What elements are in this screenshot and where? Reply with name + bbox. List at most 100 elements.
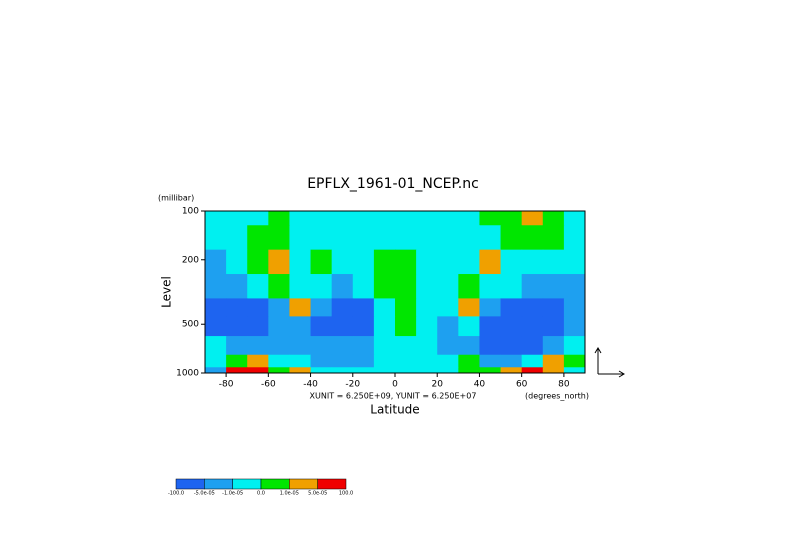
contour-cell <box>289 249 312 275</box>
contour-cell <box>289 298 312 317</box>
contour-cell <box>458 298 480 317</box>
contour-cell <box>268 354 290 368</box>
x-tick-label: 40 <box>474 380 486 390</box>
contour-cell <box>437 211 459 226</box>
contour-cell <box>458 354 480 368</box>
contour-cell <box>500 211 523 226</box>
contour-cell <box>500 336 523 356</box>
contour-cell <box>500 274 523 299</box>
contour-cell <box>542 336 565 356</box>
contour-cell <box>247 316 269 337</box>
contour-cell <box>268 211 290 226</box>
contour-cell <box>395 367 417 374</box>
contour-cell <box>437 225 459 251</box>
x-tick-label: -80 <box>219 380 234 390</box>
contour-cell <box>289 367 312 374</box>
contour-cell <box>226 249 248 275</box>
contour-cell <box>331 249 354 275</box>
contour-cell <box>437 316 459 337</box>
contour-cell <box>331 298 354 317</box>
contour-cell <box>458 225 480 251</box>
colorbar-swatch <box>232 478 262 490</box>
ref-arrow-x <box>598 370 625 378</box>
contour-cell <box>500 298 523 317</box>
contour-cell <box>289 316 312 337</box>
contour-cell <box>416 274 438 299</box>
contour-cell <box>289 336 312 356</box>
contour-cell <box>395 316 417 337</box>
contour-cell <box>479 211 502 226</box>
contour-cell <box>563 274 586 299</box>
contour-cell <box>416 298 438 317</box>
contour-field <box>205 211 586 374</box>
contour-cell <box>289 225 312 251</box>
contour-cell <box>331 367 354 374</box>
x-tick-label: 0 <box>392 380 398 390</box>
contour-cell <box>521 249 544 275</box>
contour-cell <box>437 298 459 317</box>
contour-cell <box>563 211 586 226</box>
x-tick-label: -40 <box>303 380 318 390</box>
x-tick-label: 60 <box>516 380 528 390</box>
colorbar-label: 1.0e-05 <box>280 491 299 497</box>
contour-cell <box>310 225 333 251</box>
x-tick-label: 80 <box>558 380 570 390</box>
ref-arrow-y <box>594 347 602 374</box>
colorbar-label: 100.0 <box>339 491 353 497</box>
contour-cell <box>331 274 354 299</box>
contour-cell <box>268 298 290 317</box>
contour-cell <box>310 211 333 226</box>
contour-cell <box>416 367 438 374</box>
y-tick-label: 1000 <box>176 369 199 379</box>
contour-cell <box>521 354 544 368</box>
contour-cell <box>542 225 565 251</box>
contour-cell <box>247 274 269 299</box>
colorbar-label: -100.0 <box>168 491 184 497</box>
contour-cell <box>458 249 480 275</box>
contour-cell <box>521 211 544 226</box>
contour-cell <box>226 274 248 299</box>
contour-cell <box>542 211 565 226</box>
contour-cell <box>352 298 375 317</box>
x-tick-label: -20 <box>345 380 360 390</box>
contour-cell <box>563 336 586 356</box>
contour-cell <box>205 249 227 275</box>
contour-cell <box>310 367 333 374</box>
contour-cell <box>373 274 396 299</box>
contour-cell <box>310 298 333 317</box>
contour-cell <box>437 336 459 356</box>
contour-cell <box>479 316 502 337</box>
colorbar-swatch <box>289 478 318 490</box>
contour-cell <box>542 354 565 368</box>
colorbar-swatch <box>317 478 347 490</box>
contour-cell <box>205 225 227 251</box>
contour-cell <box>416 225 438 251</box>
contour-cell <box>416 249 438 275</box>
contour-cell <box>416 316 438 337</box>
contour-cell <box>289 274 312 299</box>
contour-cell <box>458 316 480 337</box>
contour-cell <box>500 354 523 368</box>
y-unit: (millibar) <box>158 194 194 203</box>
contour-cell <box>373 336 396 356</box>
contour-cell <box>331 225 354 251</box>
y-tick-label: 200 <box>182 255 199 265</box>
contour-cell <box>563 225 586 251</box>
contour-cell <box>437 249 459 275</box>
x-tick-label: 20 <box>431 380 443 390</box>
contour-cell <box>205 298 227 317</box>
contour-cell <box>268 316 290 337</box>
contour-cell <box>521 367 544 374</box>
contour-cell <box>205 211 227 226</box>
contour-cell <box>416 336 438 356</box>
contour-cell <box>310 274 333 299</box>
contour-cell <box>458 274 480 299</box>
contour-cell <box>479 354 502 368</box>
contour-cell <box>331 211 354 226</box>
contour-cell <box>289 211 312 226</box>
contour-cell <box>205 336 227 356</box>
contour-cell <box>226 225 248 251</box>
contour-cell <box>437 274 459 299</box>
contour-cell <box>226 298 248 317</box>
